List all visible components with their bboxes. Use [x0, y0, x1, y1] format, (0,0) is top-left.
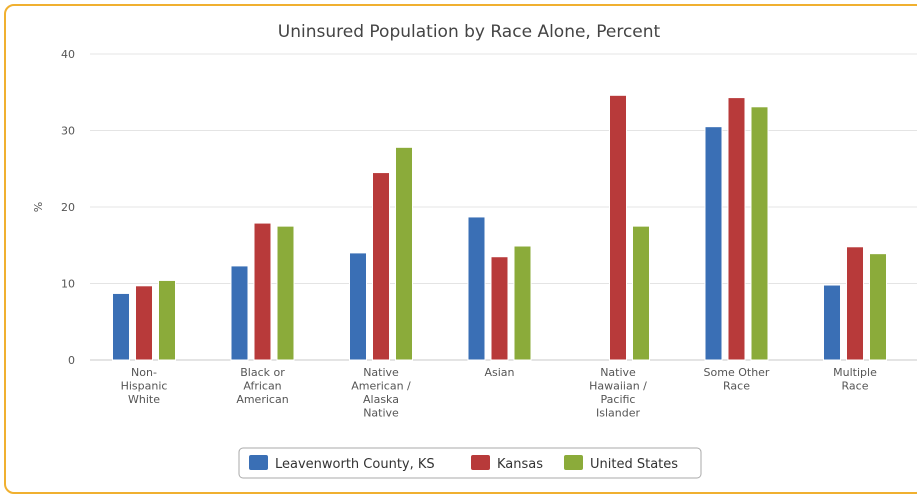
legend-swatch[interactable]	[471, 455, 490, 470]
bar[interactable]	[609, 94, 627, 361]
bar[interactable]	[276, 225, 295, 361]
y-tick-label: 10	[61, 278, 75, 291]
bar[interactable]	[372, 172, 390, 361]
bar[interactable]	[704, 126, 723, 361]
x-category-label: Multiple Race	[833, 366, 877, 393]
bar[interactable]	[490, 256, 509, 361]
chart-title: Uninsured Population by Race Alone, Perc…	[278, 22, 661, 42]
x-category-label: Native American / Alaska Native	[351, 366, 411, 420]
bar[interactable]	[395, 146, 413, 361]
bar[interactable]	[727, 97, 746, 361]
y-tick-label: 0	[68, 354, 75, 367]
bar[interactable]	[513, 245, 532, 361]
legend-swatch[interactable]	[564, 455, 583, 470]
legend: Leavenworth County, KS Kansas United State…	[238, 447, 702, 479]
y-tick-label: 30	[61, 125, 75, 138]
legend-label[interactable]: Kansas	[497, 457, 543, 472]
bar[interactable]	[230, 265, 249, 361]
legend-label[interactable]: United States	[590, 457, 678, 472]
bar[interactable]	[467, 216, 486, 361]
bar[interactable]	[823, 284, 841, 361]
bar[interactable]	[750, 106, 769, 361]
y-tick-label: 40	[61, 48, 75, 61]
bar[interactable]	[869, 253, 887, 361]
y-tick-label: 20	[61, 201, 75, 214]
bar[interactable]	[158, 279, 176, 361]
x-category-label: Native Hawaiian / Pacific Islander	[589, 366, 647, 420]
legend-label[interactable]: Leavenworth County, KS	[275, 457, 435, 472]
x-category-label: Some Other Race	[704, 366, 770, 393]
x-category-label: Non-Hispanic White	[121, 366, 168, 406]
bar[interactable]	[632, 225, 650, 361]
bar[interactable]	[112, 292, 130, 361]
y-axis-ticks: 0 10 20 30 40	[61, 48, 75, 367]
bar[interactable]	[135, 285, 153, 361]
x-category-label: Asian	[484, 366, 514, 379]
legend-swatch[interactable]	[249, 455, 268, 470]
x-axis-categories: Non-Hispanic White Black or African American…	[121, 366, 878, 420]
bar[interactable]	[349, 252, 367, 361]
bar[interactable]	[253, 222, 272, 361]
bar[interactable]	[846, 246, 864, 361]
y-axis-label: %	[32, 202, 45, 212]
bars	[112, 94, 887, 361]
legend-box	[238, 447, 702, 479]
x-category-label: Black or African American	[236, 366, 288, 406]
